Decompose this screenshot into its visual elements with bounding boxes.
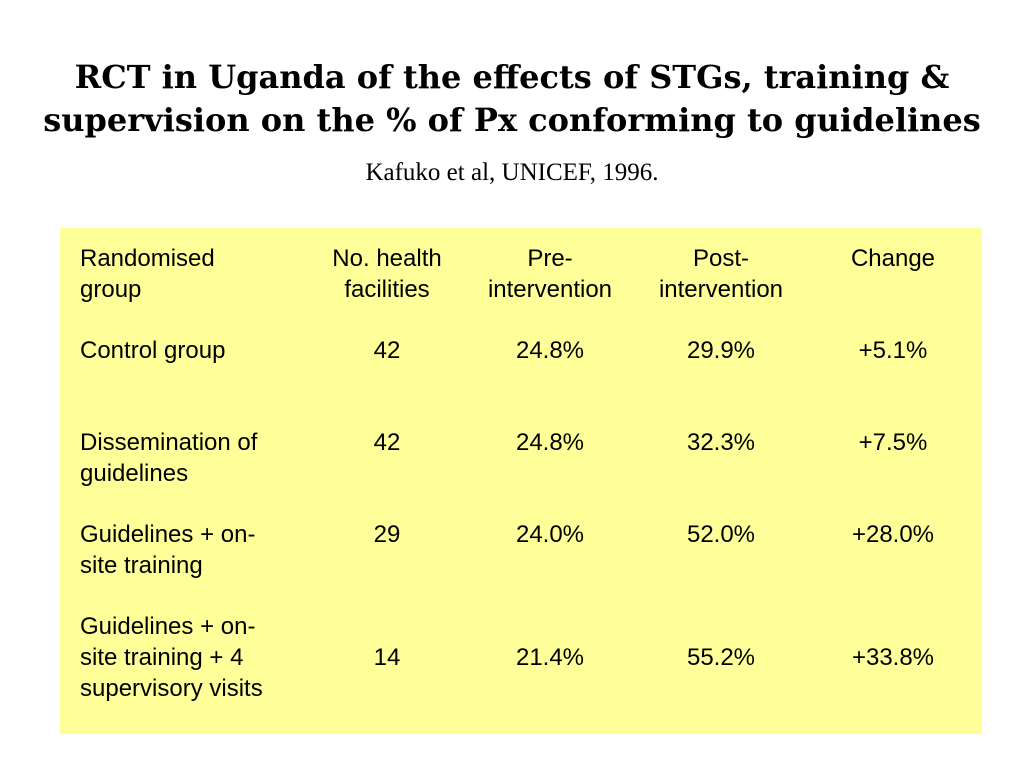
header-no-health-facilities: No. health facilities xyxy=(332,245,442,303)
cell-facilities: 42 xyxy=(373,429,401,456)
slide-subtitle: Kafuko et al, UNICEF, 1996. xyxy=(365,159,659,186)
header-change: Change xyxy=(850,245,936,272)
title-line-1: RCT in Uganda of the effects of STGs, tr… xyxy=(74,58,950,96)
row-guidelines-training: Guidelines + on- site training xyxy=(80,521,256,579)
cell-facilities: 29 xyxy=(373,521,401,548)
results-table: Randomised group No. health facilities P… xyxy=(60,228,982,734)
cell-change: +5.1% xyxy=(858,337,928,364)
cell-post: 55.2% xyxy=(686,644,756,671)
row-control-group: Control group xyxy=(80,337,226,364)
cell-pre: 24.8% xyxy=(515,429,585,456)
header-randomised-group: Randomised group xyxy=(80,245,215,303)
cell-post: 52.0% xyxy=(686,521,756,548)
row-dissemination: Dissemination of guidelines xyxy=(80,429,258,487)
cell-change: +7.5% xyxy=(858,429,928,456)
title-line-2: supervision on the % of Px conforming to… xyxy=(43,101,981,139)
cell-pre: 21.4% xyxy=(515,644,585,671)
cell-facilities: 14 xyxy=(373,644,401,671)
cell-post: 32.3% xyxy=(686,429,756,456)
header-pre-intervention: Pre- intervention xyxy=(487,245,613,303)
cell-change: +33.8% xyxy=(851,644,935,671)
row-guidelines-training-supervision: Guidelines + on- site training + 4 super… xyxy=(80,613,263,702)
cell-facilities: 42 xyxy=(373,337,401,364)
cell-post: 29.9% xyxy=(686,337,756,364)
cell-change: +28.0% xyxy=(851,521,935,548)
cell-pre: 24.0% xyxy=(515,521,585,548)
header-post-intervention: Post- intervention xyxy=(658,245,784,303)
slide-title: RCT in Uganda of the effects of STGs, tr… xyxy=(0,56,1024,142)
cell-pre: 24.8% xyxy=(515,337,585,364)
